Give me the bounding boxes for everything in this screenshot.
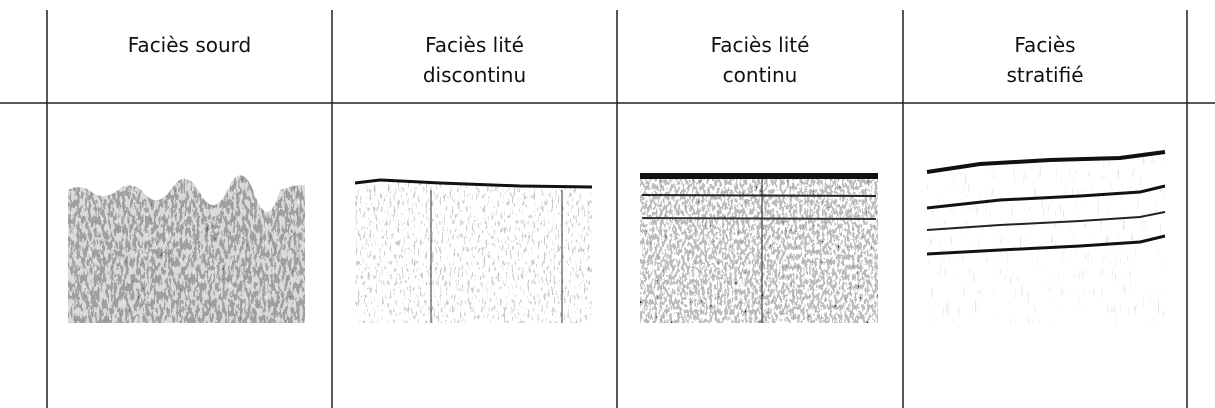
column-header: stratifié xyxy=(1006,63,1083,87)
facies-figure: Faciès sourd Faciès lité discontinu Faciès … xyxy=(0,0,1215,408)
column-header: Faciès lité xyxy=(711,33,810,57)
column-header: Faciès lité xyxy=(425,33,524,57)
seismic-texture xyxy=(355,180,592,323)
seismic-texture xyxy=(927,150,1165,323)
seismic-profile xyxy=(355,180,592,323)
seismic-profile xyxy=(927,150,1165,323)
column-header: discontinu xyxy=(423,63,526,87)
column-header: Faciès sourd xyxy=(128,33,251,57)
column-header: Faciès xyxy=(1014,33,1075,57)
seafloor-reflector xyxy=(640,173,878,179)
reflector xyxy=(642,195,876,196)
page: Faciès sourd Faciès lité discontinu Faciès … xyxy=(0,0,1215,408)
seismic-profile xyxy=(68,175,305,323)
reflector xyxy=(642,218,876,219)
seismic-profile xyxy=(640,173,878,323)
column-header: continu xyxy=(723,63,798,87)
